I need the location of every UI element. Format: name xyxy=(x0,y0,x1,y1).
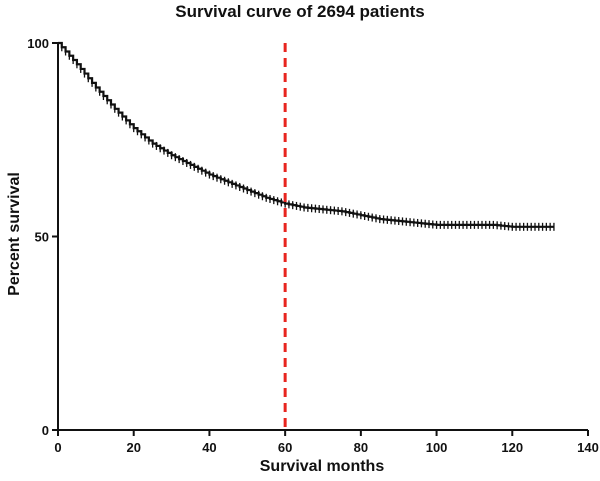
x-tick-label: 40 xyxy=(202,440,216,455)
x-tick-label: 100 xyxy=(426,440,448,455)
x-tick-label: 20 xyxy=(126,440,140,455)
x-tick-label: 0 xyxy=(54,440,61,455)
survival-curve xyxy=(58,41,554,228)
chart-title: Survival curve of 2694 patients xyxy=(175,2,425,21)
x-tick-label: 60 xyxy=(278,440,292,455)
x-tick-label: 80 xyxy=(354,440,368,455)
x-tick-label: 140 xyxy=(577,440,599,455)
x-tick-label: 120 xyxy=(501,440,523,455)
y-tick-label: 100 xyxy=(27,36,49,51)
x-axis-label: Survival months xyxy=(259,458,385,475)
y-tick-label: 0 xyxy=(42,423,49,438)
y-tick-label: 50 xyxy=(35,230,49,245)
